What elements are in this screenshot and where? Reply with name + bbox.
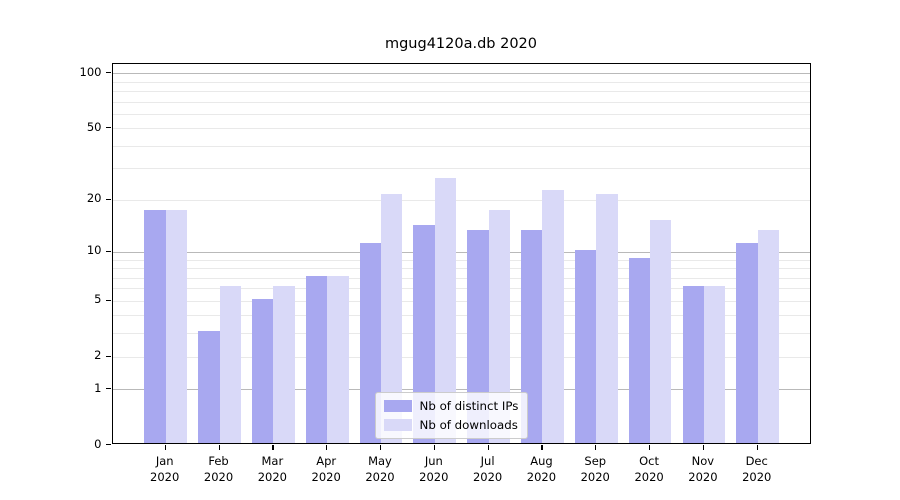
x-axis-tick-label: Apr 2020 bbox=[311, 454, 341, 484]
legend-item-distinct-ips: Nb of distinct IPs bbox=[383, 398, 519, 413]
chart-title: mgug4120a.db 2020 bbox=[384, 36, 538, 52]
x-axis-tick-label: Sep 2020 bbox=[580, 454, 610, 484]
y-axis-tick-label: 0 bbox=[94, 436, 102, 451]
bar-distinct-ips-jul bbox=[467, 230, 489, 443]
x-tick-mark bbox=[164, 445, 166, 450]
bar-downloads-jun bbox=[434, 177, 457, 443]
major-gridline bbox=[112, 73, 810, 75]
y-axis-tick-label: 10 bbox=[86, 243, 102, 258]
minor-gridline bbox=[112, 168, 810, 170]
bar-distinct-ips-mar bbox=[251, 298, 274, 443]
plot-area bbox=[111, 62, 811, 444]
y-tick-mark bbox=[105, 127, 111, 129]
x-axis-tick-label: Jun 2020 bbox=[419, 454, 449, 484]
y-tick-mark bbox=[105, 444, 111, 446]
legend-item-downloads: Nb of downloads bbox=[383, 417, 519, 432]
x-axis-tick-label: May 2020 bbox=[365, 454, 395, 484]
minor-gridline bbox=[112, 199, 810, 201]
minor-gridline bbox=[112, 315, 810, 317]
bar-downloads-aug bbox=[542, 190, 564, 443]
bar-downloads-oct bbox=[650, 219, 672, 443]
x-axis-tick-label: Nov 2020 bbox=[688, 454, 718, 484]
y-axis-tick-label: 2 bbox=[94, 348, 102, 362]
bar-distinct-ips-feb bbox=[198, 331, 220, 443]
x-tick-mark bbox=[487, 445, 489, 450]
legend-swatch-distinct-ips bbox=[383, 399, 412, 412]
minor-gridline bbox=[112, 277, 810, 279]
y-axis-tick-label: 100 bbox=[79, 64, 102, 79]
minor-gridline bbox=[112, 145, 810, 147]
x-axis-tick-label: Jan 2020 bbox=[150, 454, 180, 484]
x-axis-tick-label: Feb 2020 bbox=[203, 454, 234, 484]
x-tick-mark bbox=[433, 445, 435, 450]
y-axis-tick-label: 1 bbox=[94, 380, 102, 395]
x-axis-tick-label: Dec 2020 bbox=[742, 454, 772, 484]
bar-distinct-ips-aug bbox=[521, 230, 543, 443]
x-tick-mark bbox=[541, 445, 543, 450]
minor-gridline bbox=[112, 268, 810, 269]
y-tick-mark bbox=[105, 72, 111, 74]
bar-distinct-ips-sep bbox=[574, 249, 597, 443]
bar-downloads-mar bbox=[273, 286, 295, 443]
x-axis-tick-label: Aug 2020 bbox=[526, 454, 557, 484]
legend: Nb of distinct IPs Nb of downloads bbox=[374, 391, 529, 439]
bar-downloads-may bbox=[380, 194, 403, 443]
x-tick-mark bbox=[379, 445, 382, 450]
bar-downloads-feb bbox=[219, 286, 241, 443]
y-tick-mark bbox=[105, 198, 111, 200]
x-tick-mark bbox=[595, 445, 597, 450]
minor-gridline bbox=[112, 113, 810, 115]
x-tick-mark bbox=[649, 445, 651, 450]
minor-gridline bbox=[112, 91, 810, 93]
minor-gridline bbox=[112, 81, 810, 83]
minor-gridline bbox=[112, 333, 810, 335]
y-tick-mark bbox=[105, 355, 111, 357]
legend-swatch-downloads bbox=[383, 418, 412, 431]
x-tick-mark bbox=[756, 445, 758, 450]
x-axis-tick-label: Mar 2020 bbox=[257, 454, 287, 484]
bar-downloads-sep bbox=[596, 194, 618, 443]
bar-distinct-ips-jun bbox=[413, 224, 435, 443]
x-tick-mark bbox=[702, 445, 705, 450]
bar-downloads-jul bbox=[488, 210, 510, 443]
minor-gridline bbox=[112, 300, 810, 302]
bar-distinct-ips-nov bbox=[682, 286, 704, 443]
major-gridline bbox=[112, 251, 810, 253]
y-axis-tick-label: 50 bbox=[86, 119, 102, 134]
major-gridline bbox=[112, 389, 810, 391]
x-tick-mark bbox=[218, 445, 220, 450]
legend-label-distinct-ips: Nb of distinct IPs bbox=[419, 398, 519, 413]
bar-downloads-jan bbox=[165, 210, 188, 443]
bar-downloads-nov bbox=[703, 286, 726, 443]
y-tick-mark bbox=[105, 299, 111, 301]
bar-distinct-ips-jan bbox=[144, 210, 166, 443]
bar-downloads-dec bbox=[757, 230, 780, 443]
bar-distinct-ips-apr bbox=[305, 275, 328, 443]
x-axis-tick-label: Jul 2020 bbox=[472, 454, 503, 484]
bar-distinct-ips-dec bbox=[736, 242, 758, 443]
minor-gridline bbox=[112, 128, 810, 130]
y-tick-mark bbox=[105, 250, 111, 253]
y-axis-tick-label: 5 bbox=[94, 292, 102, 307]
x-tick-mark bbox=[326, 445, 328, 450]
minor-gridline bbox=[112, 288, 810, 290]
minor-gridline bbox=[112, 259, 810, 261]
minor-gridline bbox=[112, 101, 810, 103]
y-tick-mark bbox=[105, 388, 111, 390]
y-axis-tick-label: 20 bbox=[86, 191, 102, 206]
x-tick-mark bbox=[272, 445, 274, 450]
minor-gridline bbox=[112, 356, 810, 358]
legend-label-downloads: Nb of downloads bbox=[419, 417, 518, 432]
bar-downloads-apr bbox=[327, 275, 349, 443]
bar-distinct-ips-oct bbox=[628, 257, 651, 443]
x-axis-tick-label: Oct 2020 bbox=[634, 454, 664, 484]
